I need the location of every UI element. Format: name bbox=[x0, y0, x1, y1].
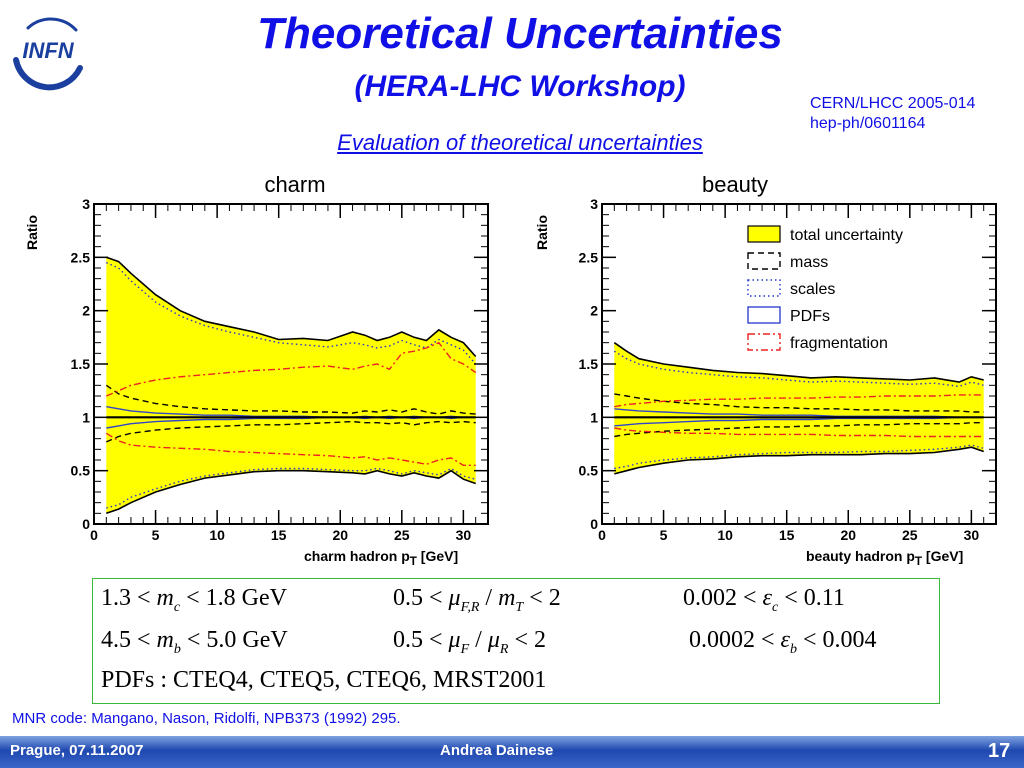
series-scales-upper bbox=[613, 350, 984, 388]
x-tick-label: 0 bbox=[598, 527, 606, 542]
charm-panel-title: charm bbox=[264, 172, 326, 197]
mnr-code-note: MNR code: Mangano, Nason, Ridolfi, NPB37… bbox=[12, 710, 401, 727]
y-tick-label: 2 bbox=[590, 303, 598, 319]
infn-logo: INFN bbox=[6, 8, 90, 92]
legend-label-mass: mass bbox=[790, 254, 828, 271]
beauty-ylabel: Ratio bbox=[534, 215, 550, 250]
y-tick-label: 1 bbox=[82, 409, 90, 425]
epsc-range: 0.002 < εc < 0.11 bbox=[683, 585, 845, 615]
series-mass-upper bbox=[614, 393, 984, 413]
page-subtitle: (HERA-LHC Workshop) bbox=[354, 70, 686, 103]
reference-block: CERN/LHCC 2005-014 hep-ph/0601164 bbox=[810, 94, 975, 134]
x-tick-label: 0 bbox=[90, 527, 98, 542]
series-fragmentation-lower bbox=[614, 427, 984, 438]
series-mass-upper bbox=[105, 384, 476, 415]
logo-text: INFN bbox=[22, 38, 74, 63]
y-tick-label: 1 bbox=[590, 409, 598, 425]
charm-xlabel: charm hadron pT [GeV] bbox=[304, 548, 459, 568]
y-tick-label: 0.5 bbox=[579, 463, 599, 479]
page-number: 17 bbox=[988, 740, 1011, 762]
mc-range: 1.3 < mc < 1.8 GeV bbox=[101, 585, 287, 615]
x-tick-label: 5 bbox=[152, 527, 160, 542]
legend-label-scales: scales bbox=[790, 281, 835, 298]
series-total-uncertainty-lower bbox=[614, 446, 984, 475]
y-tick-label: 1.5 bbox=[71, 356, 91, 372]
legend-label-pdfs: PDFs bbox=[790, 308, 830, 325]
series-fragmentation-upper bbox=[614, 394, 984, 408]
x-tick-label: 10 bbox=[209, 527, 225, 542]
series-fragmentation-upper bbox=[106, 341, 477, 397]
legend-swatch-mass bbox=[747, 252, 781, 270]
legend-swatch-total-uncertainty bbox=[747, 225, 781, 243]
series-scales-lower bbox=[614, 444, 984, 470]
y-tick-label: 1.5 bbox=[579, 356, 599, 372]
series-scales-upper bbox=[106, 262, 477, 365]
x-tick-label: 15 bbox=[271, 527, 287, 542]
legend-background bbox=[740, 220, 942, 361]
evaluation-heading: Evaluation of theoretical uncertainties bbox=[337, 130, 703, 155]
series-fragmentation-lower bbox=[105, 432, 476, 466]
y-tick-label: 2.5 bbox=[579, 249, 599, 265]
charm-ylabel: Ratio bbox=[24, 215, 40, 250]
x-tick-label: 20 bbox=[840, 527, 856, 542]
x-tick-label: 30 bbox=[456, 527, 472, 542]
y-tick-label: 0 bbox=[590, 516, 598, 532]
epsb-range: 0.0002 < εb < 0.004 bbox=[689, 627, 877, 657]
mb-range: 4.5 < mb < 5.0 GeV bbox=[101, 627, 288, 657]
y-tick-label: 0.5 bbox=[71, 463, 91, 479]
series-total-uncertainty-upper bbox=[613, 342, 984, 383]
footer-author: Andrea Dainese bbox=[440, 742, 554, 759]
muFR-range: 0.5 < μF,R / mT < 2 bbox=[393, 585, 561, 615]
x-tick-label: 15 bbox=[779, 527, 795, 542]
x-tick-label: 30 bbox=[964, 527, 980, 542]
x-tick-label: 25 bbox=[902, 527, 918, 542]
charm-chart: 00.511.522.530 5 10 15 20 25 30 bbox=[71, 196, 489, 542]
reference-line-1: CERN/LHCC 2005-014 bbox=[810, 95, 976, 112]
y-tick-label: 0 bbox=[82, 516, 90, 532]
y-tick-label: 2.5 bbox=[71, 249, 91, 265]
series-total-uncertainty-lower bbox=[106, 469, 476, 515]
legend-swatch-fragmentation bbox=[747, 333, 781, 351]
series-total-uncertainty-upper bbox=[106, 256, 477, 358]
muF-muR-range: 0.5 < μF / μR < 2 bbox=[393, 627, 546, 657]
beauty-xlabel: beauty hadron pT [GeV] bbox=[806, 548, 964, 568]
x-tick-label: 10 bbox=[717, 527, 733, 542]
parameter-box: 1.3 < mc < 1.8 GeV 0.5 < μF,R / mT < 2 0… bbox=[92, 578, 940, 704]
page-title: Theoretical Uncertainties bbox=[257, 9, 783, 58]
x-tick-label: 25 bbox=[394, 527, 410, 542]
beauty-panel-title: beauty bbox=[701, 172, 769, 197]
legend-label-fragmentation: fragmentation bbox=[790, 335, 888, 352]
legend-swatch-scales bbox=[747, 279, 781, 297]
reference-line-2: hep-ph/0601164 bbox=[810, 115, 926, 132]
series-mass-lower bbox=[106, 420, 476, 443]
footer-date: Prague, 07.11.2007 bbox=[10, 742, 144, 759]
legend-swatch-pdfs bbox=[747, 306, 781, 324]
y-tick-label: 3 bbox=[590, 196, 598, 212]
legend-label-total-uncertainty: total uncertainty bbox=[790, 227, 903, 244]
footer-bar bbox=[0, 736, 1024, 768]
x-tick-label: 5 bbox=[660, 527, 668, 542]
series-scales-lower bbox=[106, 467, 476, 509]
pdf-sets: PDFs : CTEQ4, CTEQ5, CTEQ6, MRST2001 bbox=[101, 667, 547, 693]
x-tick-label: 20 bbox=[332, 527, 348, 542]
y-tick-label: 2 bbox=[82, 303, 90, 319]
y-tick-label: 3 bbox=[82, 196, 90, 212]
